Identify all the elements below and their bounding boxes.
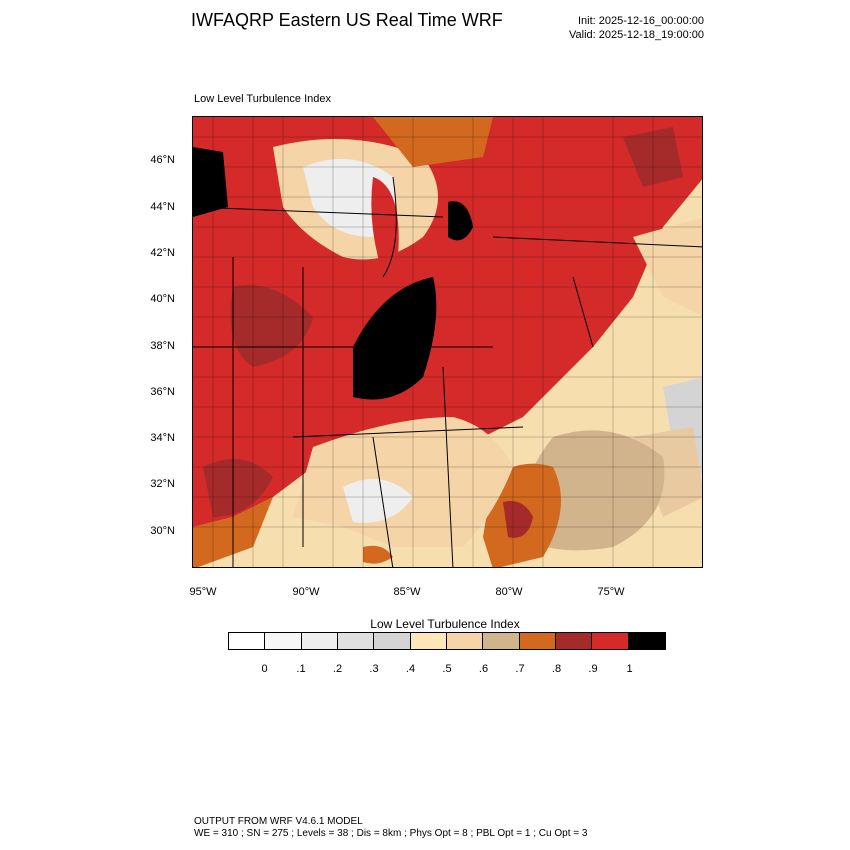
colorbar-cell xyxy=(555,633,593,649)
colorbar-cell xyxy=(592,633,629,649)
init-time: Init: 2025-12-16_00:00:00 xyxy=(578,15,704,27)
time-info: Init: 2025-12-16_00:00:00 Valid: 2025-12… xyxy=(569,14,704,42)
footer-model: OUTPUT FROM WRF V4.6.1 MODEL xyxy=(194,816,363,827)
colorbar-cell xyxy=(265,633,302,649)
colorbar-tick-label: .3 xyxy=(369,663,379,675)
colorbar-tick-label: .7 xyxy=(515,663,525,675)
map-svg xyxy=(193,117,702,567)
lat-label-30: 30°N xyxy=(150,525,175,537)
colorbar-cell xyxy=(301,633,338,649)
colorbar-tick-label: .8 xyxy=(551,663,562,675)
colorbar-tick-label: .6 xyxy=(478,663,489,675)
valid-time: Valid: 2025-12-18_19:00:00 xyxy=(569,29,704,41)
lon-label-80: 80°W xyxy=(495,586,523,598)
plot-title: IWFAQRP Eastern US Real Time WRF xyxy=(191,10,503,30)
lat-label-46: 46°N xyxy=(150,154,175,166)
colorbar-cell xyxy=(410,633,447,649)
colorbar-cell xyxy=(519,633,556,649)
colorbar-tick-label: 1 xyxy=(626,663,633,675)
colorbar xyxy=(228,632,666,650)
lat-label-40: 40°N xyxy=(150,293,175,305)
colorbar-tick-label: .4 xyxy=(405,663,416,675)
lon-label-90: 90°W xyxy=(292,586,320,598)
model-footer: OUTPUT FROM WRF V4.6.1 MODEL WE = 310 ; … xyxy=(194,816,587,840)
turbulence-map xyxy=(192,116,703,568)
lon-label-95: 95°W xyxy=(189,586,217,598)
lat-label-32: 32°N xyxy=(150,478,175,490)
colorbar-tick-label: .5 xyxy=(442,663,452,675)
lat-label-44: 44°N xyxy=(150,201,175,213)
colorbar-title: Low Level Turbulence Index xyxy=(370,617,520,631)
footer-config: WE = 310 ; SN = 275 ; Levels = 38 ; Dis … xyxy=(194,828,588,839)
lon-label-85: 85°W xyxy=(393,586,421,598)
colorbar-tick-label: .9 xyxy=(588,663,598,675)
colorbar-cell xyxy=(229,633,266,649)
lat-label-38: 38°N xyxy=(150,340,175,352)
colorbar-cell xyxy=(446,633,484,649)
colorbar-tick-label: .2 xyxy=(332,663,343,675)
lat-label-34: 34°N xyxy=(150,432,175,444)
colorbar-cell xyxy=(483,633,520,649)
colorbar-cell xyxy=(628,633,665,649)
colorbar-tick-label: 0 xyxy=(261,663,268,675)
panel-label: Low Level Turbulence Index xyxy=(194,93,331,105)
lat-label-42: 42°N xyxy=(150,247,175,259)
lat-label-36: 36°N xyxy=(150,386,175,398)
colorbar-tick-label: .1 xyxy=(296,663,306,675)
lon-label-75: 75°W xyxy=(597,586,625,598)
colorbar-cell xyxy=(337,633,375,649)
colorbar-cell xyxy=(374,633,411,649)
